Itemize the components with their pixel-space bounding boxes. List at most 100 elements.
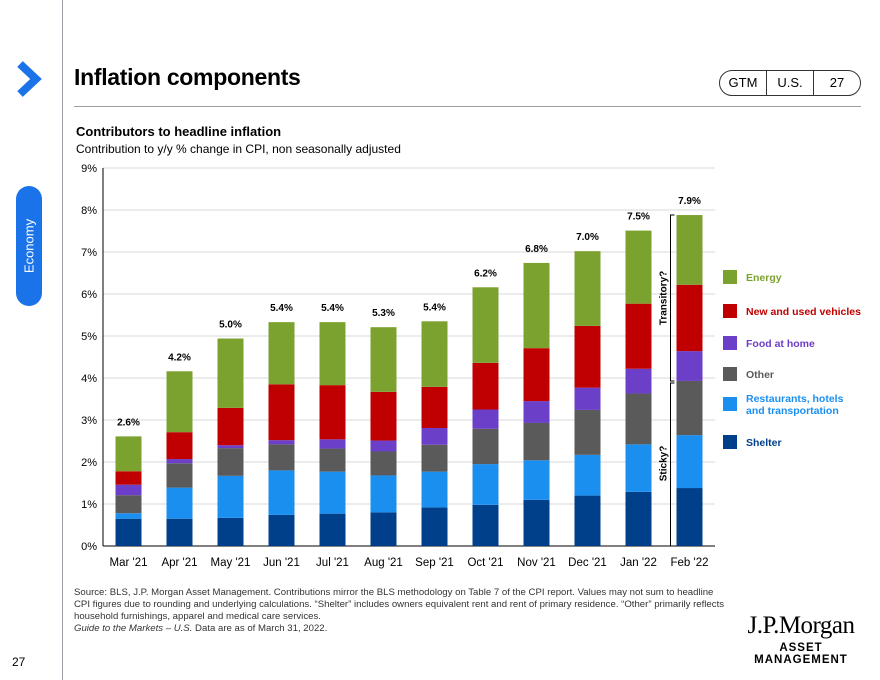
bar-segment	[166, 487, 193, 519]
bar-segment	[472, 428, 499, 465]
bar-segment	[166, 371, 193, 433]
bar-segment	[523, 499, 550, 546]
bar-segment	[574, 325, 601, 388]
bar-segment	[319, 322, 346, 386]
bar-segment	[472, 362, 499, 410]
left-divider	[62, 0, 63, 680]
total-label: 6.8%	[525, 244, 548, 255]
legend-swatch	[723, 304, 737, 318]
legend-swatch	[723, 397, 737, 411]
source-date: Data are as of March 31, 2022.	[192, 623, 328, 634]
bar-segment	[625, 368, 652, 394]
x-tick-label: Jun '21	[263, 557, 300, 569]
page-number: 27	[12, 655, 26, 669]
legend-label: Restaurants, hotels and transportation	[746, 393, 844, 417]
bar-segment	[115, 484, 142, 496]
section-tab-economy[interactable]: Economy	[16, 186, 42, 306]
bar-segment	[472, 504, 499, 546]
total-label: 5.4%	[321, 303, 344, 314]
page-title: Inflation components	[74, 64, 301, 90]
y-tick-label: 9%	[81, 163, 97, 175]
chart-subtitle: Contribution to y/y % change in CPI, non…	[76, 142, 401, 156]
y-tick-label: 6%	[81, 289, 97, 301]
badge-page: 27	[813, 71, 860, 95]
bar-segment	[268, 384, 295, 441]
bar-segment	[370, 391, 397, 441]
badge-region: U.S.	[766, 71, 813, 95]
bar-segment	[319, 439, 346, 449]
bar-segment	[319, 385, 346, 440]
bar-segment	[166, 518, 193, 546]
bar-segment	[268, 440, 295, 445]
bar-segment	[421, 386, 448, 428]
source-text: Source: BLS, J.P. Morgan Asset Managemen…	[74, 587, 725, 622]
legend-swatch	[723, 435, 737, 449]
bar-segment	[319, 448, 346, 472]
total-label: 7.5%	[627, 212, 650, 223]
bar-segment	[625, 303, 652, 369]
chart-title: Contributors to headline inflation	[76, 124, 282, 139]
bar-segment	[319, 513, 346, 546]
title-rule	[74, 106, 861, 107]
bar-segment	[217, 475, 244, 518]
bar-segment	[217, 445, 244, 449]
legend-label: New and used vehicles	[746, 306, 861, 318]
legend-label: Energy	[746, 272, 782, 284]
bar-segment	[166, 463, 193, 488]
y-tick-label: 8%	[81, 205, 97, 217]
bar-segment	[574, 251, 601, 326]
bar-segment	[523, 422, 550, 461]
legend-swatch	[723, 270, 737, 284]
bar-segment	[115, 518, 142, 546]
bar-segment	[370, 451, 397, 476]
y-tick-label: 1%	[81, 499, 97, 511]
stacked-bar-chart: 0% 1% 2% 3% 4% 5% 6% 7% 8% 9% Mar '21 2.6% Apr '21 4.…	[81, 163, 861, 569]
x-tick-label: Sep '21	[415, 557, 454, 569]
transitory-bracket	[670, 214, 675, 382]
bar-segment	[472, 287, 499, 363]
x-tick-label: Jan '22	[620, 557, 657, 569]
bar-segment	[523, 348, 550, 402]
y-tick-label: 7%	[81, 247, 97, 259]
bar-segment	[523, 401, 550, 423]
bar-segment	[523, 262, 550, 349]
bar-segment	[523, 460, 550, 500]
x-tick-label: May '21	[211, 557, 251, 569]
source-note: Source: BLS, J.P. Morgan Asset Managemen…	[74, 587, 729, 635]
bar-segment	[676, 351, 703, 381]
x-tick-label: Mar '21	[110, 557, 148, 569]
total-label: 7.9%	[678, 196, 701, 207]
bar-segment	[268, 444, 295, 471]
sticky-label: Sticky?	[659, 446, 670, 482]
total-label: 7.0%	[576, 232, 599, 243]
total-label: 2.6%	[117, 417, 140, 428]
total-label: 6.2%	[474, 268, 497, 279]
legend-label: Food at home	[746, 338, 815, 350]
y-tick-label: 3%	[81, 415, 97, 427]
logo-subtitle: ASSET MANAGEMENT	[754, 642, 848, 666]
x-tick-label: Nov '21	[517, 557, 556, 569]
bar-segment	[574, 454, 601, 496]
badge-gtm: GTM	[728, 75, 758, 90]
x-tick-label: Apr '21	[161, 557, 197, 569]
bar-segment	[625, 393, 652, 445]
bar-segment	[217, 448, 244, 476]
bar-segment	[115, 471, 142, 485]
x-tick-label: Jul '21	[316, 557, 349, 569]
bar-segment	[574, 409, 601, 455]
bar-segment	[421, 507, 448, 546]
bar-segment	[319, 471, 346, 514]
bar-segment	[421, 444, 448, 472]
y-tick-label: 5%	[81, 331, 97, 343]
bar-segment	[676, 284, 703, 352]
bar-segment	[676, 488, 703, 546]
bar-segment	[421, 471, 448, 508]
y-tick-label: 4%	[81, 373, 97, 385]
legend-label: Other	[746, 369, 774, 381]
bar-segment	[217, 338, 244, 408]
bar-segment	[268, 322, 295, 385]
jpmorgan-logo: J.P.Morgan ASSET MANAGEMENT	[740, 612, 862, 666]
transitory-label: Transitory?	[659, 271, 670, 325]
legend-label: Shelter	[746, 437, 782, 449]
bar-segment	[676, 380, 703, 436]
